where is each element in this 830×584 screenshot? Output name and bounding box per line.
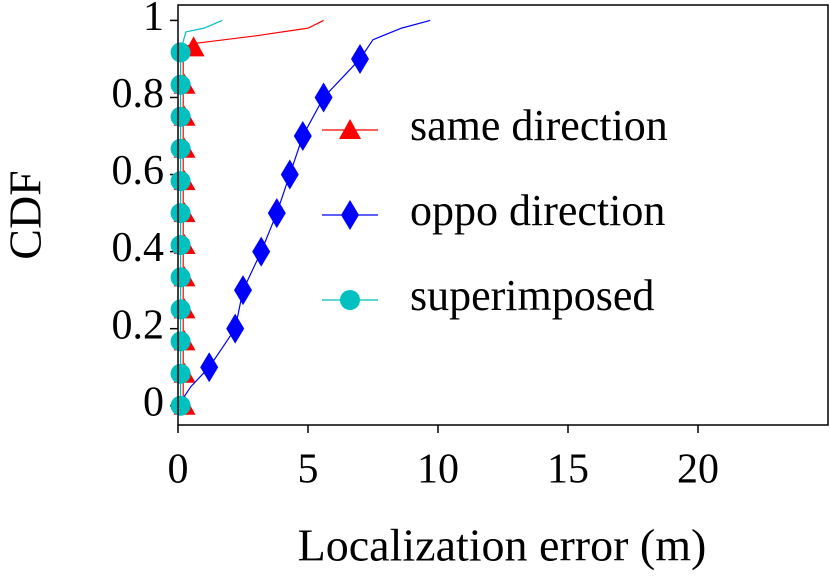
legend-label: superimposed xyxy=(410,271,654,320)
y-axis-label: CDF xyxy=(0,170,51,259)
marker xyxy=(293,121,312,152)
marker xyxy=(170,235,191,256)
marker xyxy=(170,171,191,192)
x-tick-label: 20 xyxy=(677,447,719,493)
marker xyxy=(170,395,191,416)
legend-label: oppo direction xyxy=(410,186,665,235)
marker xyxy=(170,106,191,127)
marker xyxy=(200,352,219,383)
legend-marker xyxy=(339,119,361,139)
marker xyxy=(234,275,252,306)
x-tick-label: 10 xyxy=(417,447,459,493)
x-tick-label: 5 xyxy=(298,447,319,493)
marker xyxy=(170,363,191,384)
marker xyxy=(252,236,271,267)
cdf-line xyxy=(182,19,324,406)
y-tick-label: 0.8 xyxy=(112,71,165,117)
y-tick-label: 0.4 xyxy=(112,225,165,271)
x-axis-label: Localization error (m) xyxy=(298,520,707,571)
legend-label: same direction xyxy=(410,101,668,150)
y-tick-label: 0.2 xyxy=(112,302,165,348)
marker xyxy=(170,74,191,95)
legend-marker xyxy=(340,290,360,310)
cdf-line xyxy=(177,19,431,407)
marker xyxy=(170,299,191,320)
plot-frame xyxy=(177,4,829,426)
marker xyxy=(170,138,191,159)
marker xyxy=(267,198,286,229)
marker xyxy=(170,203,191,224)
marker xyxy=(170,267,191,288)
cdf-line xyxy=(180,19,223,406)
y-tick-label: 1 xyxy=(143,0,164,40)
marker xyxy=(170,331,191,352)
marker xyxy=(170,42,191,63)
y-tick-label: 0.6 xyxy=(112,148,165,194)
y-tick-label: 0 xyxy=(143,379,164,425)
marker xyxy=(351,43,369,74)
marker xyxy=(226,313,245,344)
x-tick-label: 15 xyxy=(547,447,589,493)
legend-marker xyxy=(341,200,359,230)
marker xyxy=(280,159,299,190)
x-tick-label: 0 xyxy=(168,447,189,493)
marker xyxy=(314,82,333,113)
